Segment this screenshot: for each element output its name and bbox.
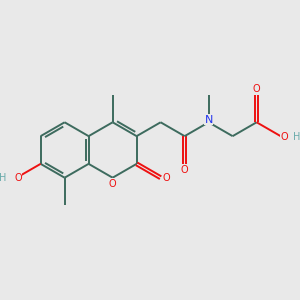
Text: H: H [293, 132, 300, 142]
Text: O: O [14, 173, 22, 183]
Text: O: O [181, 165, 188, 175]
Text: O: O [253, 84, 260, 94]
Text: N: N [204, 115, 213, 124]
Text: H: H [0, 173, 6, 183]
Text: O: O [109, 179, 116, 189]
Text: O: O [163, 173, 170, 183]
Text: O: O [280, 132, 288, 142]
